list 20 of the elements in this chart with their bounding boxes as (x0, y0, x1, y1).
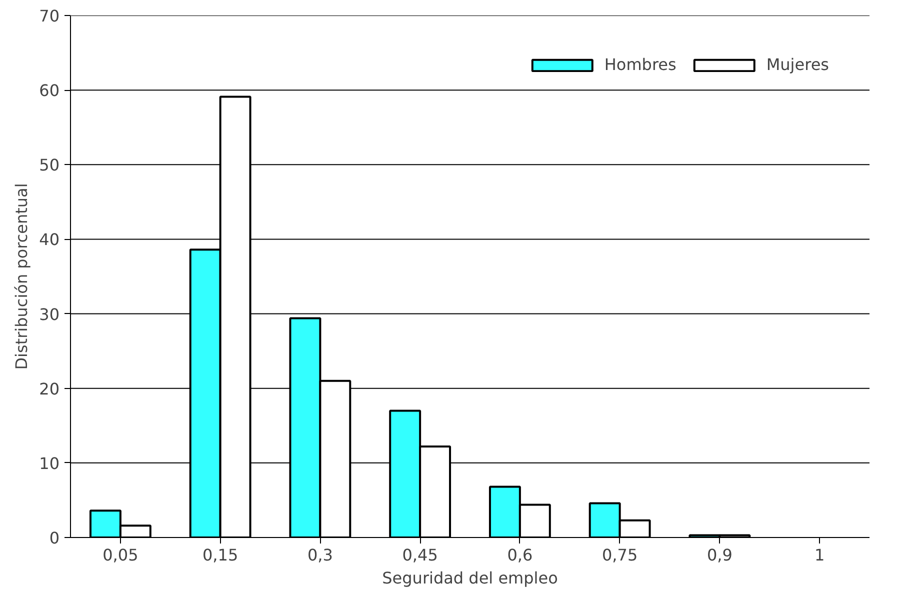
y-tick-label: 0 (49, 528, 60, 548)
x-tick-label: 0,6 (507, 546, 533, 564)
y-tick-label: 40 (39, 230, 60, 250)
y-tick-label: 70 (39, 6, 60, 26)
y-tick-label: 50 (39, 156, 60, 175)
y-tick-label: 60 (39, 81, 60, 100)
x-tick-label: 0,05 (102, 546, 138, 564)
x-tick-label: 0,3 (307, 546, 333, 564)
x-tick-label: 0,75 (602, 546, 638, 564)
y-tick-label: 30 (39, 304, 60, 324)
legend-label: Mujeres (766, 55, 829, 74)
y-tick-label: 10 (39, 454, 60, 473)
legend-label: Hombres (604, 55, 676, 74)
x-tick-label: 0,9 (706, 546, 732, 564)
x-tick-label: 0,45 (402, 546, 438, 564)
x-axis-title: Seguridad del empleo (382, 568, 558, 588)
y-tick-label: 20 (39, 379, 60, 398)
y-axis-title: Distribución porcentual (12, 183, 32, 370)
x-tick-label: 0,15 (202, 546, 238, 564)
x-tick-label: 1 (814, 546, 825, 564)
